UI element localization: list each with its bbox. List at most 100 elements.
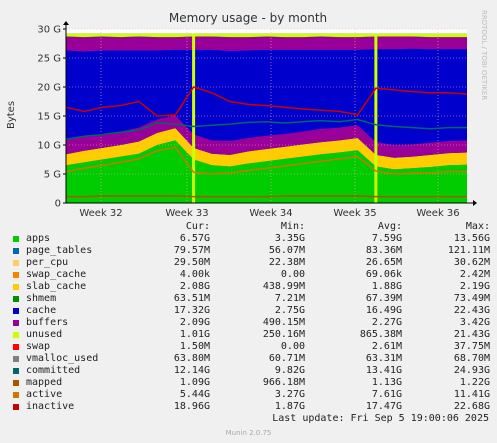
legend-max-value: 21.43G [453, 329, 490, 340]
memory-chart: Memory usage - by month Bytes 0 5 G 10 G 15… [6, 11, 477, 219]
slab_cache-area [66, 128, 467, 170]
legend-header-min: Min: [280, 221, 305, 232]
legend-row: buffers 2.09G 490.15M 2.27G 3.42G [10, 317, 490, 329]
x-tick-label: Week 33 [165, 208, 208, 219]
legend-series-name: per_cpu [26, 257, 69, 268]
x-axis-arrow [473, 200, 477, 206]
legend-row: mapped 1.09G 966.18M 1.13G 1.22G [10, 377, 490, 389]
legend-max-value: 22.68G [453, 401, 490, 412]
legend-min-value: 1.87G [274, 401, 305, 412]
legend-header-max: Max: [465, 221, 490, 232]
legend-max-value: 68.70M [453, 353, 490, 364]
legend-swatch [13, 392, 19, 398]
y-tick-label: 20 G [37, 83, 61, 94]
legend-row: cache 17.32G 2.75G 16.49G 22.43G [10, 305, 490, 317]
legend-series-name: apps [26, 233, 51, 244]
legend-row: per_cpu 29.50M 22.38M 26.65M 30.62M [10, 257, 490, 269]
legend-max-value: 73.49M [453, 293, 490, 304]
legend-cur-value: 1.50M [179, 341, 210, 352]
legend-row: inactive 18.96G 1.87G 17.47G 22.68G [10, 401, 490, 413]
reset-dip [192, 33, 196, 203]
legend-cur-value: 29.50M [173, 257, 210, 268]
legend-min-value: 0.00 [280, 341, 305, 352]
legend-min-value: 60.71M [268, 353, 305, 364]
legend-swatch [13, 380, 19, 386]
legend-avg-value: 7.61G [371, 389, 402, 400]
legend-swatch [13, 404, 19, 410]
legend-avg-value: 67.39M [365, 293, 402, 304]
legend-avg-value: 13.41G [365, 365, 402, 376]
active-line [65, 146, 467, 175]
legend-swatch [13, 356, 19, 362]
legend-max-value: 30.62M [453, 257, 490, 268]
legend-cur-value: 6.57G [179, 233, 210, 244]
legend-max-value: 37.75M [453, 341, 490, 352]
x-tick-label: Week 36 [416, 208, 459, 219]
legend-series-name: slab_cache [26, 281, 87, 292]
legend-avg-value: 26.65M [365, 257, 402, 268]
rrdtool-credit: RRDTOOL / TOBI OETIKER [480, 10, 488, 101]
legend-avg-value: 2.61M [371, 341, 402, 352]
legend-avg-value: 63.31M [365, 353, 402, 364]
legend-row: slab_cache 2.08G 438.99M 1.88G 2.19G [10, 281, 490, 293]
legend-avg-value: 1.13G [371, 377, 402, 388]
y-tick-label: 15 G [37, 112, 61, 123]
legend-avg-value: 2.27G [371, 317, 402, 328]
legend-series-name: mapped [26, 377, 63, 388]
legend-swatch [13, 284, 19, 290]
legend-swatch [13, 368, 19, 374]
legend-cur-value: 18.96G [173, 401, 210, 412]
legend-min-value: 7.21M [274, 293, 305, 304]
x-tick-label: Week 35 [333, 208, 376, 219]
legend-cur-value: 1.01G [179, 329, 210, 340]
y-tick-label: 5 G [44, 170, 61, 181]
legend-cur-value: 12.14G [173, 365, 210, 376]
legend-series-name: active [26, 389, 63, 400]
legend-header: Cur: Min: Avg: Max: [10, 221, 490, 233]
y-tick-label: 25 G [37, 54, 61, 65]
chart-title: Memory usage - by month [169, 11, 327, 25]
legend-row: shmem 63.51M 7.21M 67.39M 73.49M [10, 293, 490, 305]
legend-min-value: 9.82G [274, 365, 305, 376]
last-update: Last update: Fri Sep 5 19:00:06 2025 [272, 413, 489, 424]
legend-series-name: inactive [26, 401, 75, 412]
legend-cur-value: 1.09G [179, 377, 210, 388]
stacked-area-layer [66, 33, 467, 203]
y-axis-arrow [63, 21, 69, 25]
legend-max-value: 2.19G [459, 281, 490, 292]
axes-layer: 0 5 G 10 G 15 G 20 G 25 G 30 G Week 32 Week 33 We… [37, 21, 477, 219]
legend-swatch [13, 260, 19, 266]
legend-row: swap 1.50M 0.00 2.61M 37.75M [10, 341, 490, 353]
legend-series-name: shmem [26, 293, 57, 304]
legend-min-value: 2.75G [274, 305, 305, 316]
x-tick-label: Week 32 [79, 208, 122, 219]
legend-row: vmalloc_used 63.80M 60.71M 63.31M 68.70M [10, 353, 490, 365]
legend-min-value: 490.15M [262, 317, 305, 328]
legend-series-name: buffers [26, 317, 69, 328]
legend-row: committed 12.14G 9.82G 13.41G 24.93G [10, 365, 490, 377]
legend-avg-value: 1.88G [371, 281, 402, 292]
legend-min-value: 438.99M [262, 281, 305, 292]
legend-cur-value: 17.32G [173, 305, 210, 316]
y-axis-label: Bytes [6, 101, 17, 129]
legend-swatch [13, 332, 19, 338]
legend-cur-value: 63.51M [173, 293, 210, 304]
legend-max-value: 24.93G [453, 365, 490, 376]
legend-cur-value: 2.08G [179, 281, 210, 292]
legend-row: apps 6.57G 3.35G 7.59G 13.56G [10, 233, 490, 245]
apps-area [66, 140, 467, 203]
legend-row: active 5.44G 3.27G 7.61G 11.41G [10, 389, 490, 401]
reset-dip [374, 33, 378, 203]
legend-cur-value: 4.00k [179, 269, 210, 280]
legend-max-value: 13.56G [453, 233, 490, 244]
legend-swatch [13, 236, 19, 242]
legend-avg-value: 83.36M [365, 245, 402, 256]
legend-header-avg: Avg: [377, 221, 402, 232]
legend-min-value: 0.00 [280, 269, 305, 280]
line-series-layer [65, 86, 468, 198]
legend-swatch [13, 344, 19, 350]
legend-cur-value: 5.44G [179, 389, 210, 400]
legend-max-value: 22.43G [453, 305, 490, 316]
legend-max-value: 1.22G [459, 377, 490, 388]
mapped-line [66, 195, 467, 198]
